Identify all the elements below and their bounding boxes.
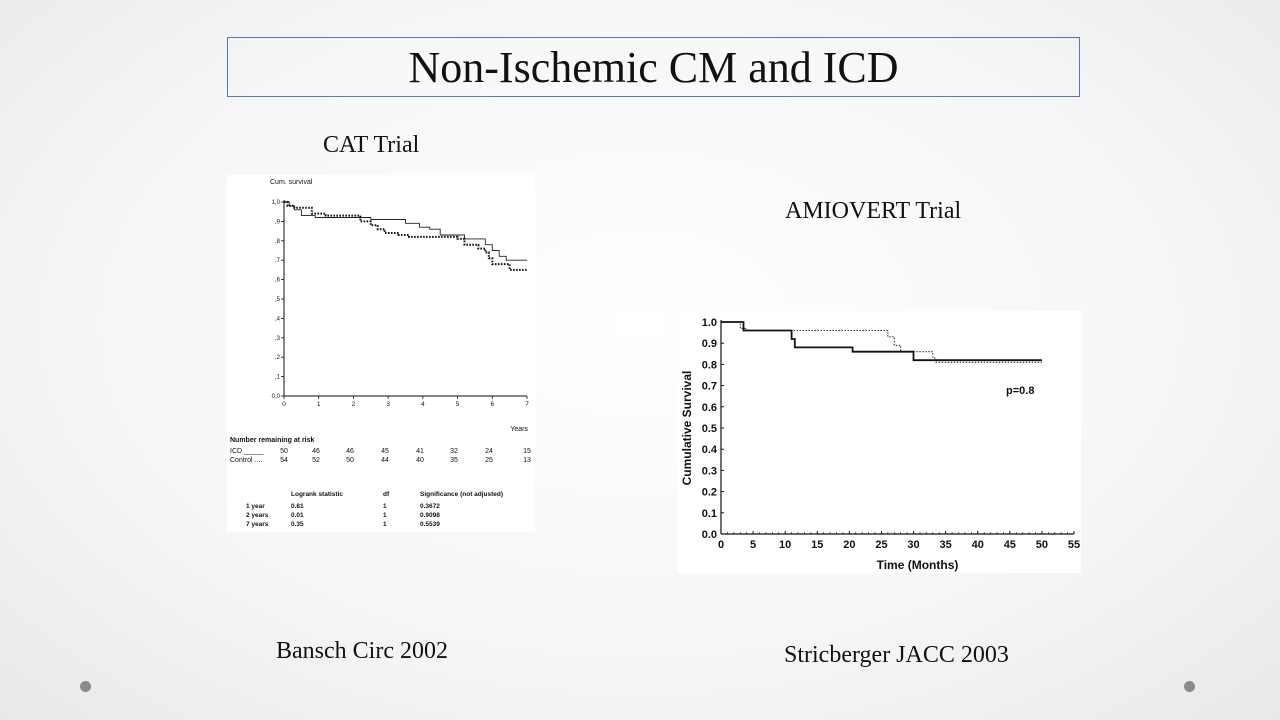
cat-y-axis-title: Cum. survival — [270, 179, 313, 186]
ami-y-tick-label: 0.9 — [702, 338, 717, 350]
cat-stats-cell: 0.35 — [291, 521, 304, 528]
ami-x-tick-label: 55 — [1068, 539, 1080, 551]
cat-risk-row-label: ICD _____ — [230, 448, 264, 455]
cat-y-tick-label: ,2 — [275, 355, 281, 361]
ami-y-axis-title: Cumulative Survival — [680, 371, 694, 486]
cat-x-tick-label: 3 — [386, 401, 390, 408]
ami-y-tick-label: 0.7 — [702, 381, 717, 393]
cat-stats-cell: 1 — [383, 521, 387, 528]
amiovert-chart: 0.0 0.1 0.2 0.3 0.4 0.5 0.6 0.7 0.8 0.9 1.0 0 5 10 15 2… — [680, 317, 1080, 572]
left-citation: Bansch Circ 2002 — [276, 638, 448, 664]
cat-stats-cell: 0.81 — [291, 503, 304, 510]
cat-x-tick-label: 6 — [490, 401, 494, 408]
ami-x-tick-label: 0 — [718, 539, 724, 551]
cat-risk-value: 44 — [381, 457, 389, 464]
cat-stats-header: Logrank statistic — [291, 491, 343, 498]
cat-x-tick-label: 7 — [525, 401, 529, 408]
ami-y-tick-label: 1.0 — [702, 317, 717, 329]
ami-series-solid — [721, 321, 1042, 362]
cat-stats-cell: 2 years — [246, 512, 269, 519]
cat-x-tick-label: 0 — [282, 401, 286, 408]
cat-stats-cell: 1 — [383, 512, 387, 519]
ami-y-tick-label: 0.5 — [702, 423, 717, 435]
cat-y-tick-label: ,8 — [275, 239, 281, 245]
cat-stats-cell: 0.5539 — [420, 521, 440, 528]
slide-title: Non-Ischemic CM and ICD — [408, 42, 899, 92]
cat-stats-cell: 7 years — [246, 521, 269, 528]
cat-y-tick-label: 0,0 — [272, 394, 281, 400]
cat-risk-value: 46 — [346, 448, 354, 455]
cat-risk-value: 25 — [485, 457, 493, 464]
ami-x-tick-label: 10 — [779, 539, 791, 551]
cat-stats-cell: 0.3672 — [420, 503, 440, 510]
cat-stats-cell: 1 year — [246, 503, 265, 510]
ami-x-tick-label: 45 — [1004, 539, 1016, 551]
cat-y-tick-label: ,1 — [275, 375, 281, 381]
ami-y-tick-label: 0.1 — [702, 508, 717, 520]
cat-risk-value: 41 — [416, 448, 424, 455]
ami-x-tick-label: 30 — [907, 539, 919, 551]
cat-y-tick-label: ,5 — [275, 297, 281, 303]
ami-x-axis-title: Time (Months) — [877, 558, 959, 572]
cat-risk-value: 35 — [450, 457, 458, 464]
cat-stats-cell: 0.9098 — [420, 512, 440, 519]
prev-slide-dot[interactable] — [80, 681, 91, 692]
cat-risk-value: 40 — [416, 457, 424, 464]
ami-y-tick-label: 0.4 — [702, 444, 718, 456]
cat-risk-value: 52 — [312, 457, 320, 464]
ami-x-tick-label: 5 — [750, 539, 756, 551]
ami-x-tick-label: 20 — [843, 539, 855, 551]
next-slide-dot[interactable] — [1184, 681, 1195, 692]
ami-x-tick-label: 35 — [940, 539, 952, 551]
cat-stats-header: df — [383, 491, 390, 498]
ami-x-tick-label: 40 — [972, 539, 984, 551]
cat-x-axis-title: Years — [510, 426, 528, 433]
ami-y-tick-label: 0.3 — [702, 465, 717, 477]
ami-x-tick-label: 15 — [811, 539, 823, 551]
cat-y-tick-label: ,3 — [275, 336, 281, 342]
right-chart-label: AMIOVERT Trial — [785, 198, 962, 224]
right-citation: Stricberger JACC 2003 — [784, 642, 1009, 668]
cat-risk-value: 54 — [280, 457, 288, 464]
ami-series-dotted — [721, 321, 1042, 363]
cat-risk-value: 50 — [346, 457, 354, 464]
cat-stats-cell: 1 — [383, 503, 387, 510]
left-chart-label: CAT Trial — [323, 132, 420, 158]
cat-risk-value: 24 — [485, 448, 493, 455]
cat-x-tick-label: 1 — [317, 401, 321, 408]
cat-risk-heading: Number remaining at risk — [230, 437, 315, 444]
cat-risk-row-label: Control .... — [230, 457, 262, 464]
cat-risk-value: 46 — [312, 448, 320, 455]
cat-x-tick-label: 5 — [456, 401, 460, 408]
title-box: Non-Ischemic CM and ICD — [227, 37, 1080, 97]
ami-p-value: p=0.8 — [1006, 385, 1034, 397]
cat-x-tick-label: 4 — [421, 401, 425, 408]
cat-chart-panel: Cum. survival 0,0 ,1 ,2 ,3 ,4 ,5 ,6 ,7 ,8 ,9 1,0 0 1 2… — [227, 175, 535, 532]
ami-y-tick-label: 0.0 — [702, 529, 717, 541]
cat-x-tick-label: 2 — [352, 401, 356, 408]
cat-chart: Cum. survival 0,0 ,1 ,2 ,3 ,4 ,5 ,6 ,7 ,8 ,9 1,0 0 1 2… — [230, 179, 531, 528]
amiovert-chart-panel: 0.0 0.1 0.2 0.3 0.4 0.5 0.6 0.7 0.8 0.9 1.0 0 5 10 15 2… — [677, 311, 1081, 573]
cat-risk-value: 45 — [381, 448, 389, 455]
ami-x-tick-label: 50 — [1036, 539, 1048, 551]
cat-risk-value: 32 — [450, 448, 458, 455]
cat-risk-value: 13 — [523, 457, 531, 464]
cat-stats-header: Significance (not adjusted) — [420, 491, 503, 498]
cat-y-tick-label: ,4 — [275, 316, 281, 322]
cat-risk-value: 15 — [523, 448, 531, 455]
cat-y-tick-label: 1,0 — [272, 200, 281, 206]
cat-y-tick-label: ,9 — [275, 219, 281, 225]
ami-x-tick-label: 25 — [875, 539, 887, 551]
cat-risk-value: 50 — [280, 448, 288, 455]
cat-series-icd — [284, 201, 527, 261]
cat-y-tick-label: ,7 — [275, 258, 281, 264]
ami-y-tick-label: 0.2 — [702, 487, 717, 499]
ami-y-tick-label: 0.8 — [702, 359, 717, 371]
cat-series-control — [284, 201, 527, 271]
cat-stats-cell: 0.01 — [291, 512, 304, 519]
cat-y-tick-label: ,6 — [275, 278, 281, 284]
ami-y-tick-label: 0.6 — [702, 402, 717, 414]
